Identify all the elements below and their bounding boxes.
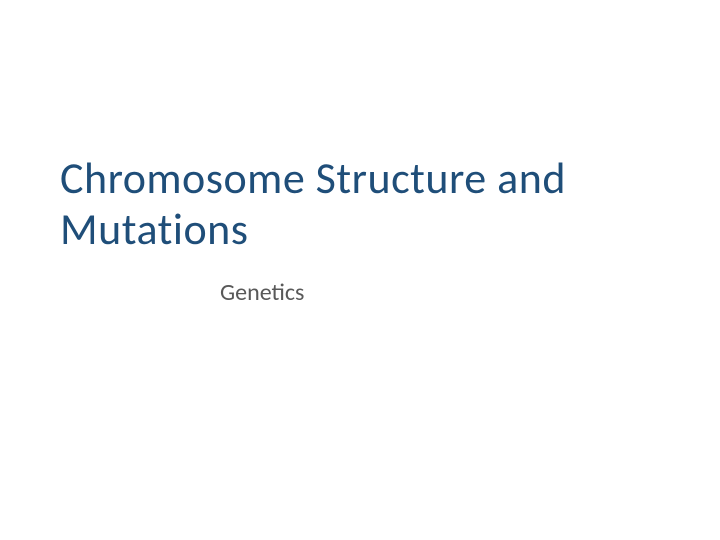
slide-title: Chromosome Structure and Mutations <box>60 153 660 254</box>
slide-container: Chromosome Structure and Mutations Genet… <box>0 0 720 540</box>
slide-subtitle: Genetics <box>60 278 304 307</box>
